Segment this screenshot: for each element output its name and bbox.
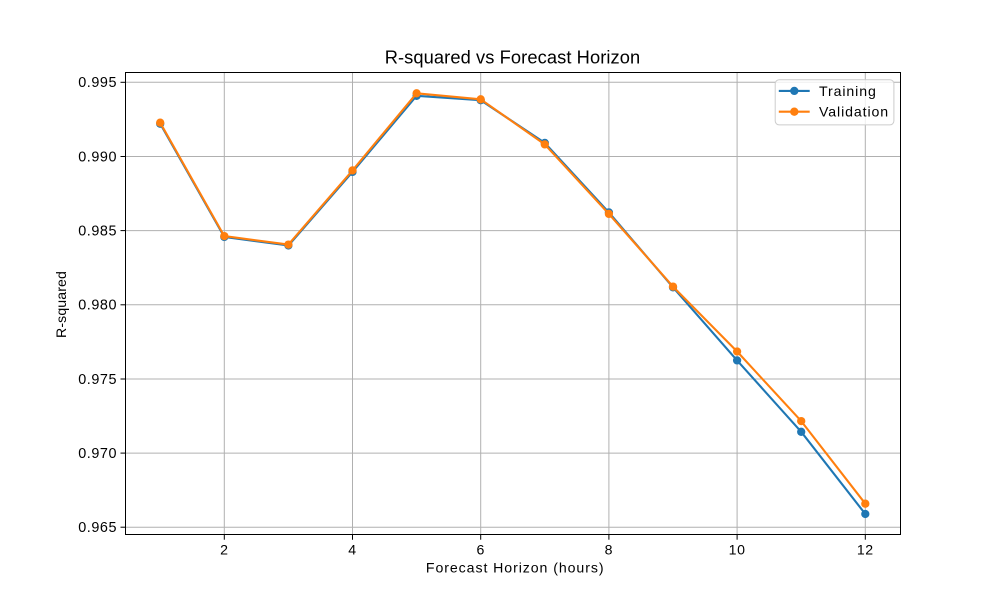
svg-text:6: 6 [476,542,484,558]
svg-text:Training: Training [819,83,877,99]
svg-text:8: 8 [605,542,613,558]
svg-text:Forecast Horizon (hours): Forecast Horizon (hours) [426,560,605,576]
svg-text:0.995: 0.995 [78,75,117,91]
svg-text:0.990: 0.990 [78,149,117,165]
svg-text:12: 12 [857,542,874,558]
svg-text:R-squared: R-squared [53,271,69,338]
svg-text:10: 10 [729,542,746,558]
svg-text:4: 4 [348,542,356,558]
svg-text:0.965: 0.965 [78,520,117,536]
svg-text:R-squared vs Forecast Horizon: R-squared vs Forecast Horizon [385,47,641,68]
svg-text:2: 2 [220,542,228,558]
svg-text:0.970: 0.970 [78,446,117,462]
svg-text:0.975: 0.975 [78,372,117,388]
svg-text:0.980: 0.980 [78,298,117,314]
svg-text:Validation: Validation [819,104,889,120]
svg-text:0.985: 0.985 [78,224,117,240]
